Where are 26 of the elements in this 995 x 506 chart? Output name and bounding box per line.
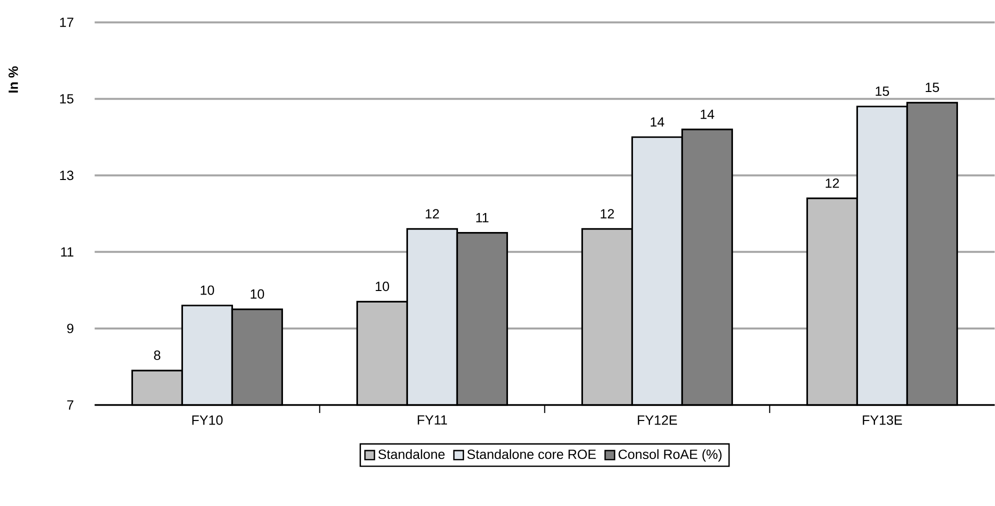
y-tick-label: 15 [60, 94, 74, 104]
data-label: 15 [926, 82, 940, 92]
y-axis-title: In % [8, 66, 18, 93]
y-tick-label: 17 [60, 18, 74, 27]
data-label: 15 [876, 86, 890, 96]
legend-label: Standalone core ROE [467, 449, 596, 460]
x-tick-label: FY10 [192, 415, 223, 425]
y-tick-label: 7 [67, 400, 74, 410]
legend-label: Consol RoAE (%) [618, 449, 722, 462]
x-tick-label: FY11 [418, 415, 447, 425]
data-label: 10 [200, 285, 214, 295]
data-label: 12 [600, 209, 614, 218]
data-label: 10 [250, 289, 264, 299]
y-tick-label: 13 [60, 170, 74, 180]
data-label: 10 [376, 282, 390, 292]
y-tick-label: 9 [67, 324, 74, 334]
data-label: 12 [426, 209, 439, 218]
data-label: 8 [154, 350, 160, 360]
x-tick-label: FY12E [638, 415, 677, 425]
legend-label: Standalone [378, 449, 445, 460]
data-label: 14 [650, 117, 664, 127]
y-tick-label: 11 [61, 247, 74, 257]
x-tick-label: FY13E [862, 415, 902, 425]
data-label: 14 [700, 110, 714, 119]
data-label: 11 [476, 213, 488, 222]
data-label: 12 [826, 178, 839, 188]
